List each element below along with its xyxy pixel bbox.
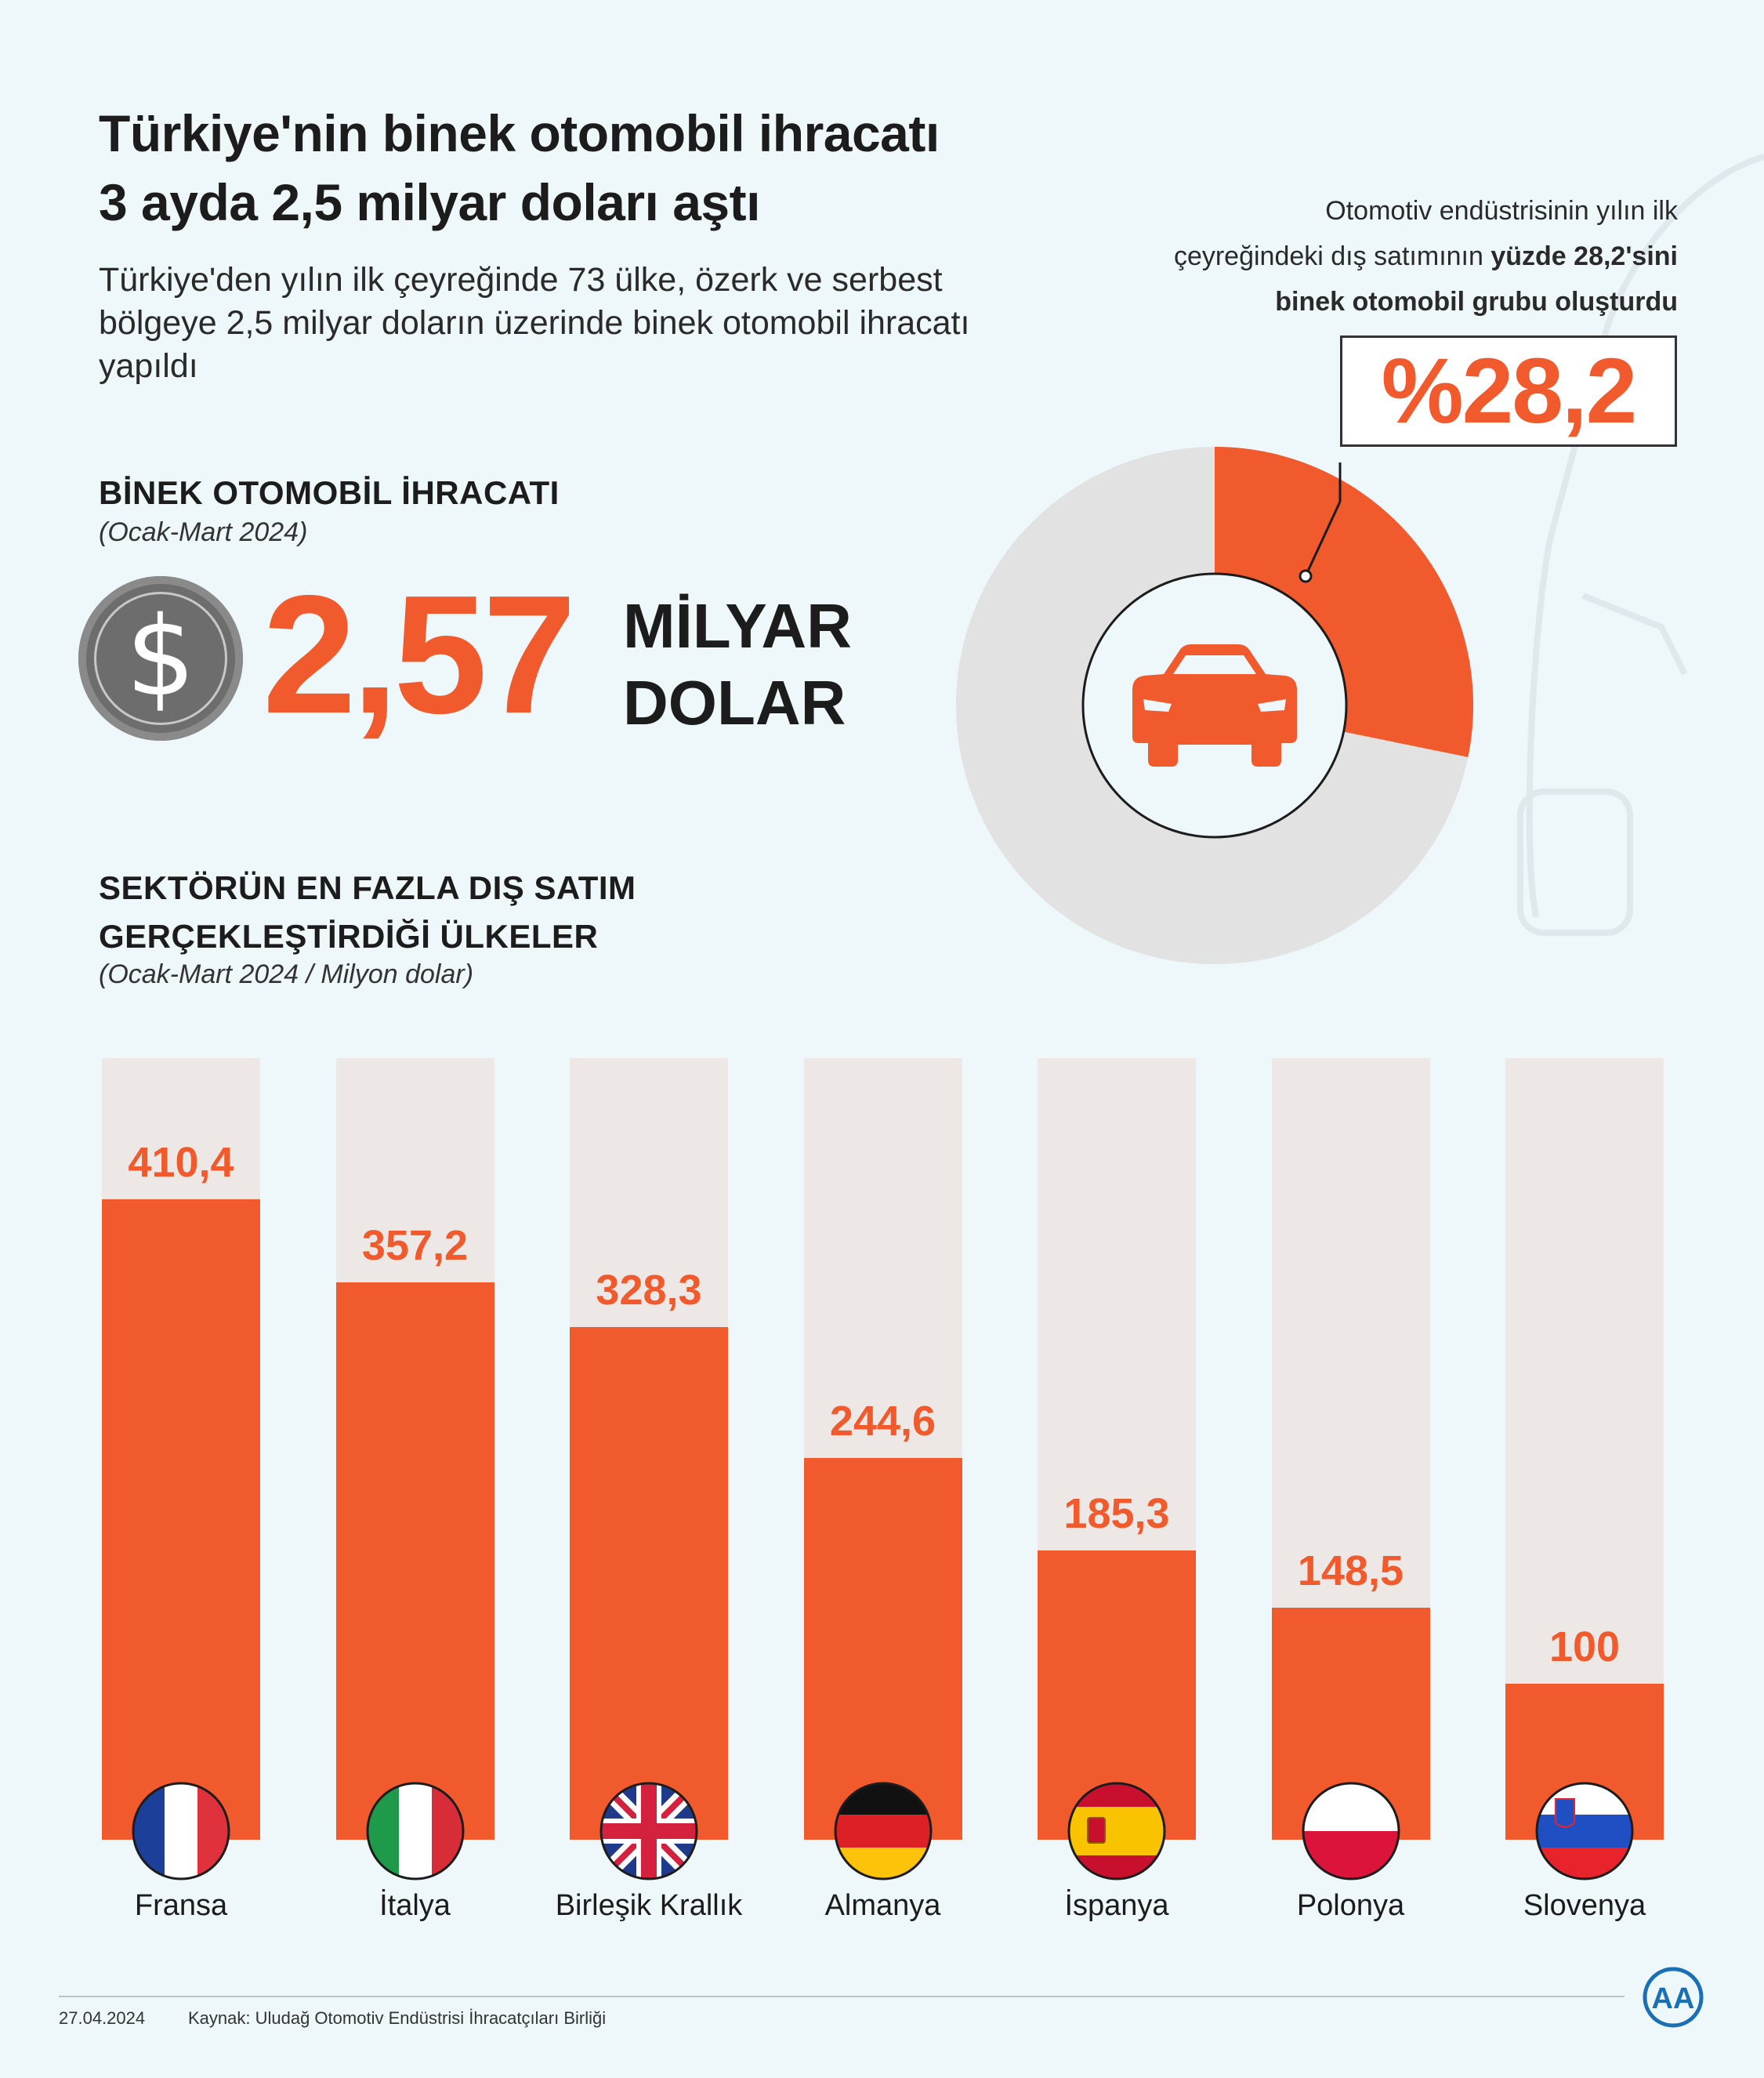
flag-uk-icon (599, 1782, 698, 1880)
bar-value-label: 328,3 (596, 1267, 702, 1315)
aa-logo-icon: AA (1643, 1967, 1704, 2028)
car-icon (1132, 644, 1297, 767)
bar-fransa (102, 1199, 260, 1840)
flag-slovenia-icon (1535, 1782, 1634, 1880)
bar-value-label: 244,6 (829, 1398, 936, 1445)
bar-value-label: 410,4 (128, 1139, 234, 1186)
bar-birle-ik-krall-k (570, 1327, 728, 1840)
country-label: İtalya (379, 1889, 451, 1922)
share-donut-chart (956, 447, 1473, 964)
export-period: (Ocak-Mart 2024) (99, 517, 308, 547)
countries-period: (Ocak-Mart 2024 / Milyon dolar) (99, 959, 474, 989)
country-label: Almanya (824, 1889, 941, 1922)
footer-divider (59, 1996, 1625, 1997)
country-label: Slovenya (1523, 1889, 1646, 1922)
flag-italy-icon (366, 1782, 464, 1880)
flag-poland-icon (1302, 1782, 1400, 1880)
bar-value-label: 185,3 (1063, 1490, 1170, 1538)
country-label: Fransa (134, 1889, 228, 1922)
countries-heading: SEKTÖRÜN EN FAZLA DIŞ SATIM GERÇEKLEŞTİR… (99, 869, 636, 955)
donut-slice-passenger-cars (1215, 447, 1473, 757)
donut-inner-ring (1081, 572, 1348, 839)
bar-almanya (803, 1458, 962, 1840)
page-subtitle: Türkiye'den yılın ilk çeyreğinde 73 ülke… (99, 261, 970, 385)
flag-spain-icon (1067, 1782, 1166, 1880)
bar-value-label: 357,2 (361, 1221, 469, 1269)
flag-germany-icon (834, 1782, 932, 1880)
bar-value-label: 100 (1548, 1623, 1621, 1670)
countries-bar-chart: 410,4 Fransa 357,2 İtalya 328,3 Birleşik Kral… (102, 1058, 1664, 1922)
bar-i-talya (335, 1282, 494, 1840)
page-title: Türkiye'nin binek otomobil ihracatı 3 ay… (99, 104, 940, 231)
bar-value-label: 148,5 (1297, 1547, 1404, 1595)
country-label: İspanya (1064, 1889, 1169, 1922)
background-car-outline (1517, 154, 1764, 936)
svg-text:AA: AA (1652, 1982, 1695, 2015)
dollar-icon: $ (78, 576, 243, 741)
share-note: Otomotiv endüstrisinin yılın ilk çeyreği… (1173, 196, 1678, 317)
flag-france-icon (132, 1782, 230, 1880)
footer-source: Kaynak: Uludağ Otomotiv Endüstrisi İhrac… (188, 2008, 607, 2028)
country-label: Birleşik Krallık (555, 1889, 743, 1922)
export-value: 2,57 (263, 560, 576, 749)
export-heading: BİNEK OTOMOBİL İHRACATI (99, 474, 560, 511)
export-unit: MİLYAR DOLAR (623, 591, 852, 738)
country-label: Polonya (1296, 1889, 1405, 1922)
footer-date: 27.04.2024 (59, 2008, 146, 2028)
share-percent-label: %28,2 (1340, 335, 1677, 447)
